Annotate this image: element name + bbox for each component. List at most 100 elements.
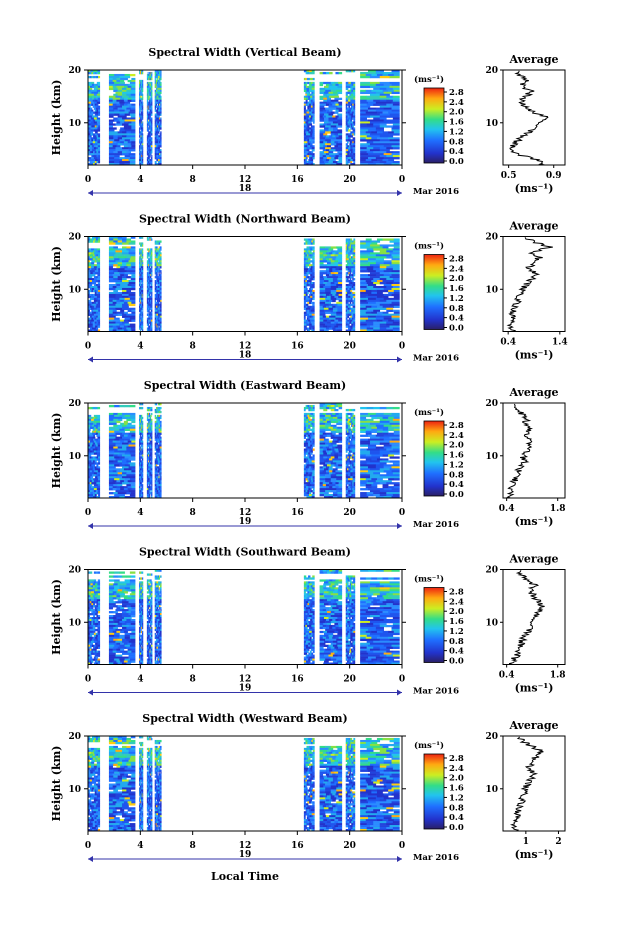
heatmap-cell — [151, 285, 153, 289]
heatmap-cell — [319, 282, 324, 285]
heatmap-cell — [345, 252, 349, 255]
heatmap-cell — [360, 293, 369, 297]
heatmap-cell — [113, 460, 118, 463]
heatmap-cell — [117, 135, 123, 138]
heatmap-cell — [353, 297, 356, 301]
heatmap-cell — [140, 438, 142, 441]
heatmap-cell — [131, 299, 136, 303]
heatmap-cell — [140, 268, 143, 271]
heatmap-cell — [148, 319, 150, 322]
heatmap-cell — [139, 250, 141, 253]
heatmap-cell — [139, 450, 141, 453]
heatmap-cell — [127, 488, 132, 491]
heatmap-cell — [146, 293, 149, 297]
heatmap-cell — [345, 329, 348, 332]
heatmap-cell — [147, 101, 149, 104]
heatmap-cell — [156, 75, 159, 79]
heatmap-cell — [147, 145, 150, 148]
heatmap-cell — [140, 430, 142, 433]
heatmap-cell — [376, 131, 383, 134]
heatmap-cell — [93, 107, 97, 110]
heatmap-cell — [305, 254, 308, 257]
heatmap-cell — [139, 307, 141, 311]
heatmap-cell — [89, 163, 92, 166]
heatmap-cell — [156, 111, 159, 114]
heatmap-cell — [159, 313, 162, 316]
heatmap-cell — [140, 121, 142, 124]
heatmap-cell — [366, 321, 374, 324]
heatmap-cell — [155, 137, 157, 140]
heatmap-cell — [140, 280, 143, 283]
heatmap-cell — [142, 456, 144, 459]
heatmap-cell — [348, 153, 351, 156]
heatmap-cell — [367, 297, 377, 301]
heatmap-cell — [141, 147, 143, 150]
heatmap-cell — [325, 143, 331, 146]
heatmap-cell — [88, 305, 91, 309]
heatmap-cell — [311, 83, 315, 87]
heatmap-cell — [325, 155, 330, 158]
heatmap-cell — [352, 248, 354, 251]
heatmap-cell — [154, 246, 157, 249]
heatmap-cell — [347, 151, 349, 154]
heatmap-cell — [159, 105, 162, 108]
heatmap-cell — [336, 297, 343, 301]
heatmap-cell — [93, 456, 96, 459]
heatmap-cell — [151, 133, 153, 136]
heatmap-cell — [124, 258, 131, 261]
heatmap-cell — [379, 325, 390, 328]
heatmap-cell — [353, 282, 356, 285]
heatmap-cell — [89, 284, 93, 287]
heatmap-cell — [96, 93, 101, 97]
heatmap-cell — [141, 452, 143, 455]
heatmap-cell — [129, 254, 136, 257]
heatmap-cell — [94, 161, 97, 164]
heatmap-cell — [382, 111, 389, 114]
heatmap-cell — [141, 87, 143, 91]
heatmap-cell — [350, 284, 353, 287]
heatmap-cell — [89, 456, 92, 459]
heatmap-cell — [140, 270, 142, 273]
heatmap-cell — [307, 129, 310, 132]
heatmap-cell — [130, 474, 136, 477]
heatmap-cell — [311, 137, 315, 140]
heatmap-cell — [322, 317, 327, 320]
heatmap-cell — [352, 327, 356, 330]
heatmap-cell — [127, 284, 132, 287]
heatmap-cell — [391, 83, 400, 87]
heatmap-cell — [159, 81, 161, 85]
heatmap-cell — [88, 87, 91, 91]
heatmap-cell — [108, 119, 115, 122]
heatmap-cell — [319, 309, 325, 313]
heatmap-cell — [360, 137, 367, 140]
heatmap-cell — [303, 101, 306, 104]
heatmap-cell — [347, 285, 350, 289]
heatmap-cell — [149, 109, 152, 112]
heatmap-cell — [379, 268, 387, 271]
heatmap-cell — [305, 270, 308, 273]
data-block — [88, 70, 101, 166]
heatmap-cell — [97, 274, 101, 277]
heatmap-cell — [131, 285, 136, 289]
heatmap-cell — [157, 149, 159, 152]
heatmap-cell — [89, 440, 93, 443]
heatmap-cell — [141, 81, 143, 85]
heatmap-cell — [139, 321, 141, 324]
heatmap-cell — [157, 91, 159, 95]
heatmap-cell — [151, 139, 153, 142]
heatmap-cell — [139, 319, 141, 322]
heatmap-cell — [345, 240, 348, 243]
heatmap-cell — [345, 81, 348, 85]
heatmap-cell — [113, 448, 118, 451]
heatmap-cell — [319, 145, 324, 148]
heatmap-cell — [156, 153, 159, 156]
heatmap-cell — [349, 113, 352, 116]
heatmap-cell — [140, 307, 142, 311]
heatmap-cell — [303, 252, 306, 255]
heatmap-cell — [349, 272, 352, 275]
heatmap-cell — [112, 274, 117, 277]
heatmap-cell — [307, 270, 310, 273]
heatmap-cell — [157, 327, 159, 330]
heatmap-cell — [96, 103, 99, 106]
heatmap-cell — [156, 157, 159, 160]
